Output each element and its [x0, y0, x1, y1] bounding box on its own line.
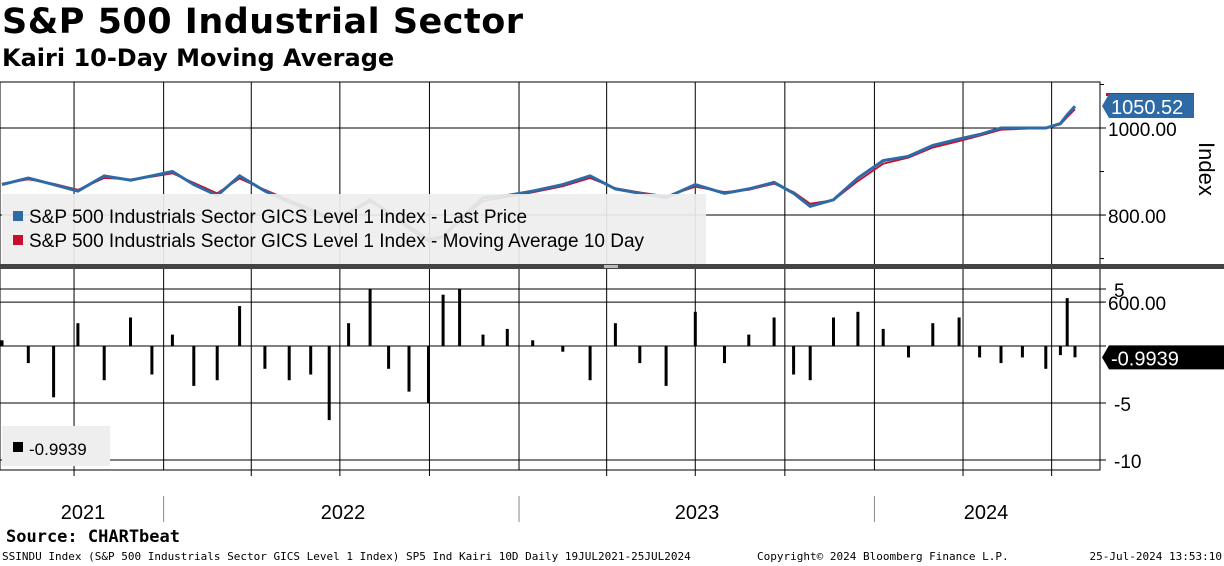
kairi-bar — [747, 334, 751, 346]
footer-copyright: Copyright© 2024 Bloomberg Finance L.P. — [757, 550, 1009, 563]
kairi-bar — [638, 346, 642, 364]
kairi-bar — [999, 346, 1003, 364]
kairi-bar — [368, 289, 372, 346]
price-ytick-label: 1000.00 — [1108, 120, 1177, 141]
kairi-bar — [792, 346, 796, 375]
kairi-bar — [856, 311, 860, 346]
kairi-bar — [238, 306, 242, 346]
last-price-tag-label: 1050.52 — [1111, 97, 1183, 119]
legend-swatch — [13, 211, 23, 221]
kairi-bar — [505, 328, 509, 346]
kairi-bar — [531, 340, 535, 346]
kairi-bar — [327, 346, 331, 421]
kairi-bar — [1020, 346, 1024, 358]
kairi-bar — [287, 346, 291, 381]
kairi-bar — [76, 323, 80, 346]
legend-entry: S&P 500 Industrials Sector GICS Level 1 … — [29, 207, 527, 228]
kairi-bar — [407, 346, 411, 392]
chart-subtitle: Kairi 10-Day Moving Average — [2, 44, 395, 72]
kairi-bar — [561, 346, 565, 352]
kairi-legend-entry: -0.9939 — [29, 440, 87, 459]
kairi-bar — [881, 328, 885, 346]
kairi-bar — [664, 346, 668, 386]
kairi-ytick-label: -10 — [1114, 452, 1141, 473]
kairi-bar — [102, 346, 106, 381]
year-label: 2021 — [61, 502, 106, 524]
year-label: 2024 — [964, 502, 1009, 524]
kairi-bar — [723, 346, 726, 364]
kairi-bar — [26, 346, 30, 364]
kairi-bar — [772, 317, 776, 346]
legend-swatch — [13, 235, 23, 245]
kairi-bar — [192, 346, 196, 386]
kairi-bar — [588, 346, 592, 381]
source-label: Source: CHARTbeat — [6, 527, 180, 547]
kairi-ytick-label: -5 — [1114, 395, 1131, 416]
kairi-bar — [441, 294, 445, 346]
kairi-bar — [170, 334, 174, 346]
kairi-bar — [1044, 346, 1048, 369]
kairi-bar — [1065, 298, 1069, 346]
kairi-bar — [957, 317, 961, 346]
kairi-bar — [693, 311, 697, 346]
kairi-bar — [978, 346, 982, 358]
kairi-legend-swatch — [13, 442, 23, 452]
footer-description: SSINDU Index (S&P 500 Industrials Sector… — [2, 550, 691, 563]
price-legend-box — [2, 194, 706, 264]
kairi-bar — [309, 346, 313, 375]
last-price-line — [1, 105, 1077, 243]
legend-entry: S&P 500 Industrials Sector GICS Level 1 … — [29, 231, 645, 252]
kairi-bar — [215, 346, 219, 381]
kairi-bar — [0, 340, 4, 346]
kairi-bar — [808, 346, 812, 381]
kairi-bar — [347, 323, 351, 346]
kairi-ytick-label: 5 — [1114, 281, 1125, 302]
year-label: 2022 — [321, 502, 366, 524]
kairi-bar — [458, 289, 462, 346]
kairi-panel-frame — [0, 267, 1101, 471]
chart-title: S&P 500 Industrial Sector — [2, 2, 524, 42]
kairi-last-tag-label: -0.9939 — [1111, 348, 1179, 370]
price-ytick-label: 800.00 — [1108, 207, 1166, 228]
price-axis-label: Index — [1194, 142, 1219, 196]
kairi-bar — [150, 346, 154, 375]
year-label: 2023 — [675, 502, 720, 524]
kairi-bar — [481, 334, 485, 346]
kairi-bar — [931, 323, 935, 346]
kairi-bar — [427, 346, 430, 403]
kairi-bar — [1058, 346, 1062, 356]
kairi-bar — [1073, 346, 1077, 358]
panel-splitter-handle — [604, 265, 618, 268]
kairi-last-tag — [1102, 345, 1224, 370]
kairi-bar — [387, 346, 391, 369]
kairi-bar — [52, 346, 56, 398]
kairi-bar — [832, 317, 835, 346]
footer-timestamp: 25-Jul-2024 13:53:10 — [1089, 550, 1222, 563]
last-price-tag — [1102, 94, 1194, 119]
kairi-bar — [129, 317, 132, 346]
kairi-bar — [613, 323, 617, 346]
kairi-bar — [907, 346, 910, 358]
price-ytick-label: 600.00 — [1108, 294, 1166, 315]
kairi-bar — [263, 346, 267, 369]
